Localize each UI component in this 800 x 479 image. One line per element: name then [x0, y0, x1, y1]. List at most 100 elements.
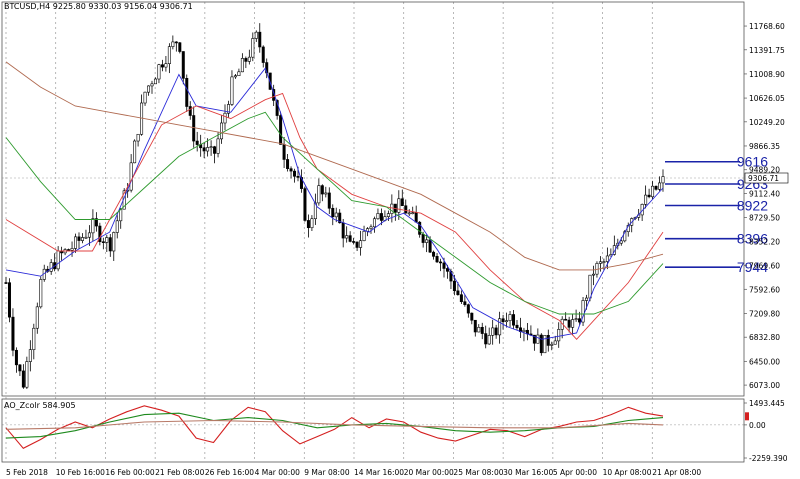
candle-body [306, 220, 310, 229]
x-tick-label: 21 Feb 08:00 [155, 468, 204, 477]
candle-body [164, 63, 168, 68]
candle-body [557, 329, 561, 342]
candle-body [338, 212, 342, 224]
candle-body [206, 147, 210, 152]
vertical-grid [2, 2, 744, 462]
candle-body [320, 185, 324, 195]
y-tick-label: 7209.80 [749, 309, 780, 318]
candle-body [21, 370, 25, 388]
candle-body [348, 235, 352, 242]
candle-body [80, 237, 84, 241]
oscillator-panel-border [1, 398, 745, 463]
candle-body [220, 122, 224, 140]
candle-body [602, 261, 606, 263]
candle-body [439, 261, 443, 264]
candle-body [171, 41, 175, 47]
y-tick-label: 9866.35 [749, 142, 780, 151]
candle-body [522, 329, 526, 333]
candle-body [258, 31, 262, 48]
candle-body [466, 304, 470, 314]
candle-body [505, 320, 509, 323]
price-axis: 11768.60 11391.75 11008.90 10626.05 10249.20… [744, 22, 789, 463]
candle-body [619, 240, 623, 244]
chart-frame [1, 1, 745, 463]
x-tick-label: 5 Feb 2018 [6, 468, 48, 477]
level-label: 7944 [737, 259, 768, 275]
y-tick-label: 9112.40 [749, 189, 780, 198]
candle-body [512, 314, 516, 326]
x-tick-label: 16 Feb 00:00 [105, 468, 154, 477]
candle-body [585, 297, 589, 301]
candle-body [477, 327, 481, 333]
candle-body [115, 220, 119, 233]
candle-body [470, 312, 474, 321]
y-tick-label: 7969.60 [749, 262, 780, 271]
candle-body [376, 213, 380, 220]
candle-body [435, 256, 439, 263]
candle-body [546, 335, 550, 346]
candle-body [147, 85, 151, 93]
candle-body [407, 212, 411, 215]
candle-body [432, 251, 436, 257]
candle-body [456, 290, 460, 295]
candle-body [379, 213, 383, 221]
candle-body [70, 248, 74, 251]
indicator-header: AO_Zcolr 584.905 [4, 401, 76, 410]
candle-body [564, 318, 568, 321]
last-price-label: 9306.71 [748, 174, 779, 183]
x-tick-label: 9 Mar 08:00 [304, 468, 350, 477]
candle-body [459, 294, 463, 302]
candle-body [167, 46, 171, 64]
candle-body [494, 327, 498, 336]
candle-body [397, 198, 401, 213]
candle-body [501, 318, 505, 323]
candle-body [293, 170, 297, 177]
candle-body [567, 319, 571, 328]
x-tick-label: 30 Mar 16:00 [503, 468, 553, 477]
x-tick-label: 10 Apr 08:00 [603, 468, 652, 477]
candle-body [588, 274, 592, 299]
candle-body [452, 280, 456, 292]
candle-body [181, 51, 185, 79]
candle-body [303, 188, 307, 221]
candle-body [400, 198, 404, 207]
candle-body [230, 76, 234, 105]
y-tick-label: 6450.00 [749, 357, 780, 366]
candle-body [418, 221, 422, 235]
candle-body [661, 176, 665, 184]
candle-body [209, 146, 213, 148]
candle-body [195, 140, 199, 145]
candle-body [213, 146, 217, 154]
candle-body [574, 318, 578, 320]
candle-body [98, 225, 102, 242]
candle-body [188, 106, 192, 116]
candlesticks [4, 23, 665, 389]
moving-average-line-1 [5, 67, 664, 340]
candle-body [341, 222, 345, 239]
candle-body [150, 83, 154, 87]
y-tick-label: 6832.80 [749, 333, 780, 342]
candle-body [428, 239, 432, 253]
candle-body [157, 64, 161, 80]
candle-body [84, 236, 88, 239]
candle-body [404, 205, 408, 214]
last-price-box [744, 172, 789, 184]
candle-body [101, 241, 105, 243]
moving-average-line-4 [5, 61, 664, 271]
y-tick-label: 9489.20 [749, 166, 780, 175]
candle-body [543, 335, 547, 354]
candle-body [275, 100, 279, 116]
candle-body [473, 319, 477, 333]
osc-y-tick-label: 1493.445 [749, 399, 785, 408]
candle-body [226, 104, 230, 114]
candle-body [25, 361, 29, 388]
candle-body [390, 203, 394, 214]
candle-body [498, 318, 502, 336]
oscillator-line-3 [5, 419, 664, 430]
candle-body [74, 236, 78, 249]
candle-body [289, 168, 293, 172]
candle-body [11, 316, 15, 351]
candle-body [334, 212, 338, 218]
osc-value-marker [745, 412, 749, 421]
candle-body [133, 140, 137, 164]
